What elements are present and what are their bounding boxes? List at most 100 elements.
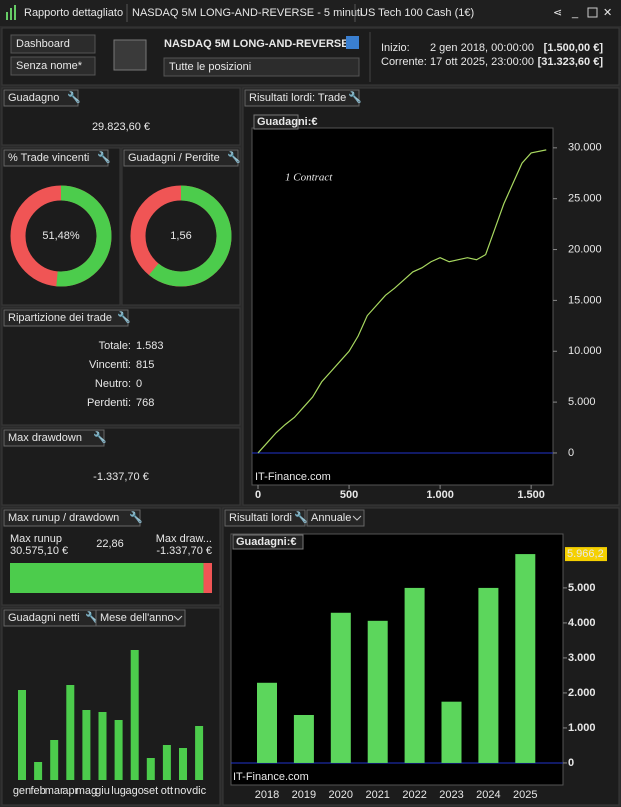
bar xyxy=(114,720,123,780)
settings-icon[interactable]: 🔧 xyxy=(227,150,241,164)
series-label-box xyxy=(253,114,299,130)
panel-title: Guadagno xyxy=(8,92,59,104)
positions-select[interactable] xyxy=(163,57,360,77)
equity-line xyxy=(257,149,547,454)
minimize[interactable]: _ xyxy=(571,7,579,19)
runup-bar xyxy=(10,563,204,593)
watermark: IT-Finance.com xyxy=(233,771,309,783)
runup-label: Max runup xyxy=(10,533,62,545)
bar xyxy=(50,740,59,780)
mode-select[interactable] xyxy=(306,509,365,527)
x-tick-label: ott xyxy=(161,785,173,797)
bar xyxy=(82,710,91,780)
start-label: Inizio: xyxy=(381,42,410,54)
value-label: 5.966,2 xyxy=(567,548,604,560)
mode-select-text: Mese dell'anno xyxy=(100,612,174,624)
panel-title: Guadagni / Perdite xyxy=(128,152,220,164)
panel-header xyxy=(3,89,79,107)
x-tick-label: dic xyxy=(192,785,207,797)
bar xyxy=(404,587,425,763)
breakdown-label: Neutro: xyxy=(95,378,131,390)
donut-win xyxy=(148,185,232,287)
x-tick-label: 1.500 xyxy=(517,489,545,501)
title-bar xyxy=(0,0,621,26)
donut-label: 1,56 xyxy=(170,230,191,242)
start-capital: [1.500,00 €] xyxy=(544,42,604,54)
close[interactable]: ✕ xyxy=(603,7,612,19)
drawdown-value: -1.337,70 € xyxy=(93,471,149,483)
mode-select-text: Annuale xyxy=(311,512,351,524)
x-tick-label: mag xyxy=(76,785,97,797)
x-tick-label: ago xyxy=(126,785,144,797)
runup-ratio: 22,86 xyxy=(96,538,124,550)
donut-win xyxy=(56,185,112,287)
breakdown-label: Vincenti: xyxy=(89,359,131,371)
series-label: Guadagni:€ xyxy=(236,536,297,548)
bar xyxy=(515,554,536,763)
bar xyxy=(441,701,462,763)
plot-area xyxy=(251,127,554,486)
bar xyxy=(130,650,139,780)
y-tick-label: 4.000 xyxy=(568,617,596,629)
breakdown-value: 1.583 xyxy=(136,340,164,352)
settings-icon[interactable]: 🔧 xyxy=(97,150,111,164)
settings-icon[interactable]: 🔧 xyxy=(67,90,81,104)
strategy-tab[interactable]: NASDAQ 5M LONG-AND-REVERSE - 5 minuti xyxy=(132,7,362,19)
x-tick-label: set xyxy=(143,785,158,797)
y-tick-label: 2.000 xyxy=(568,687,596,699)
panel-title: Ripartizione dei trade xyxy=(8,312,112,324)
settings-icon[interactable]: 🔧 xyxy=(348,90,362,104)
breakdown-value: 768 xyxy=(136,397,154,409)
settings-icon[interactable]: 🔧 xyxy=(294,510,308,524)
x-tick-label: mar xyxy=(45,785,64,797)
panel-header xyxy=(3,149,109,167)
panel-header xyxy=(3,509,141,527)
y-tick-label: 0 xyxy=(568,757,574,769)
annotation: 1 Contract xyxy=(285,172,333,184)
y-tick-label: 25.000 xyxy=(568,193,602,205)
current-capital: [31.323,60 €] xyxy=(538,56,604,68)
panel-header xyxy=(244,89,360,107)
series-label-box xyxy=(232,534,304,550)
y-tick-label: 1.000 xyxy=(568,722,596,734)
breakdown-value: 815 xyxy=(136,359,154,371)
dropdown-arrow xyxy=(173,615,183,621)
settings-icon[interactable]: 🔧 xyxy=(129,510,143,524)
maximize[interactable] xyxy=(587,7,598,18)
start-date: 2 gen 2018, 00:00:00 xyxy=(430,42,534,54)
x-tick-label: apr xyxy=(62,785,78,797)
bar xyxy=(293,714,314,763)
y-tick-label: 20.000 xyxy=(568,243,602,255)
y-tick-label: 5.000 xyxy=(568,396,596,408)
panel-title: % Trade vincenti xyxy=(8,152,89,164)
layout-select[interactable] xyxy=(10,56,96,76)
bar xyxy=(330,612,351,763)
panel-header xyxy=(3,429,105,447)
panel-title: Risultati lordi: Trade xyxy=(249,92,346,104)
settings-icon[interactable]: 🔧 xyxy=(85,610,99,624)
window-title: Rapporto dettagliato xyxy=(24,7,123,19)
settings-icon[interactable]: 🔧 xyxy=(93,430,107,444)
dashboard-select[interactable] xyxy=(10,34,96,54)
mode-select[interactable] xyxy=(95,609,186,627)
y-tick-label: 30.000 xyxy=(568,142,602,154)
watermark: IT-Finance.com xyxy=(255,471,331,483)
x-tick-label: 2021 xyxy=(365,789,389,801)
x-tick-label: giu xyxy=(95,785,110,797)
instrument-tab[interactable]: US Tech 100 Cash (1€) xyxy=(360,7,474,19)
dashboard-select-text: Dashboard xyxy=(16,38,70,50)
settings-icon[interactable]: 🔧 xyxy=(117,310,131,324)
share-icon[interactable]: ⋖ xyxy=(553,7,562,19)
gain-value: 29.823,60 € xyxy=(92,121,150,133)
bar xyxy=(179,748,187,780)
bar xyxy=(367,620,388,763)
x-tick-label: 2020 xyxy=(329,789,353,801)
edit-icon[interactable] xyxy=(346,36,359,49)
bar xyxy=(34,762,43,780)
y-tick-label: 3.000 xyxy=(568,652,596,664)
strategy-icon[interactable] xyxy=(113,39,147,71)
x-tick-label: 2025 xyxy=(513,789,537,801)
breakdown-label: Perdenti: xyxy=(87,397,131,409)
runup-value: 30.575,10 € xyxy=(10,545,68,557)
strategy-name: NASDAQ 5M LONG-AND-REVERSE xyxy=(164,38,349,50)
